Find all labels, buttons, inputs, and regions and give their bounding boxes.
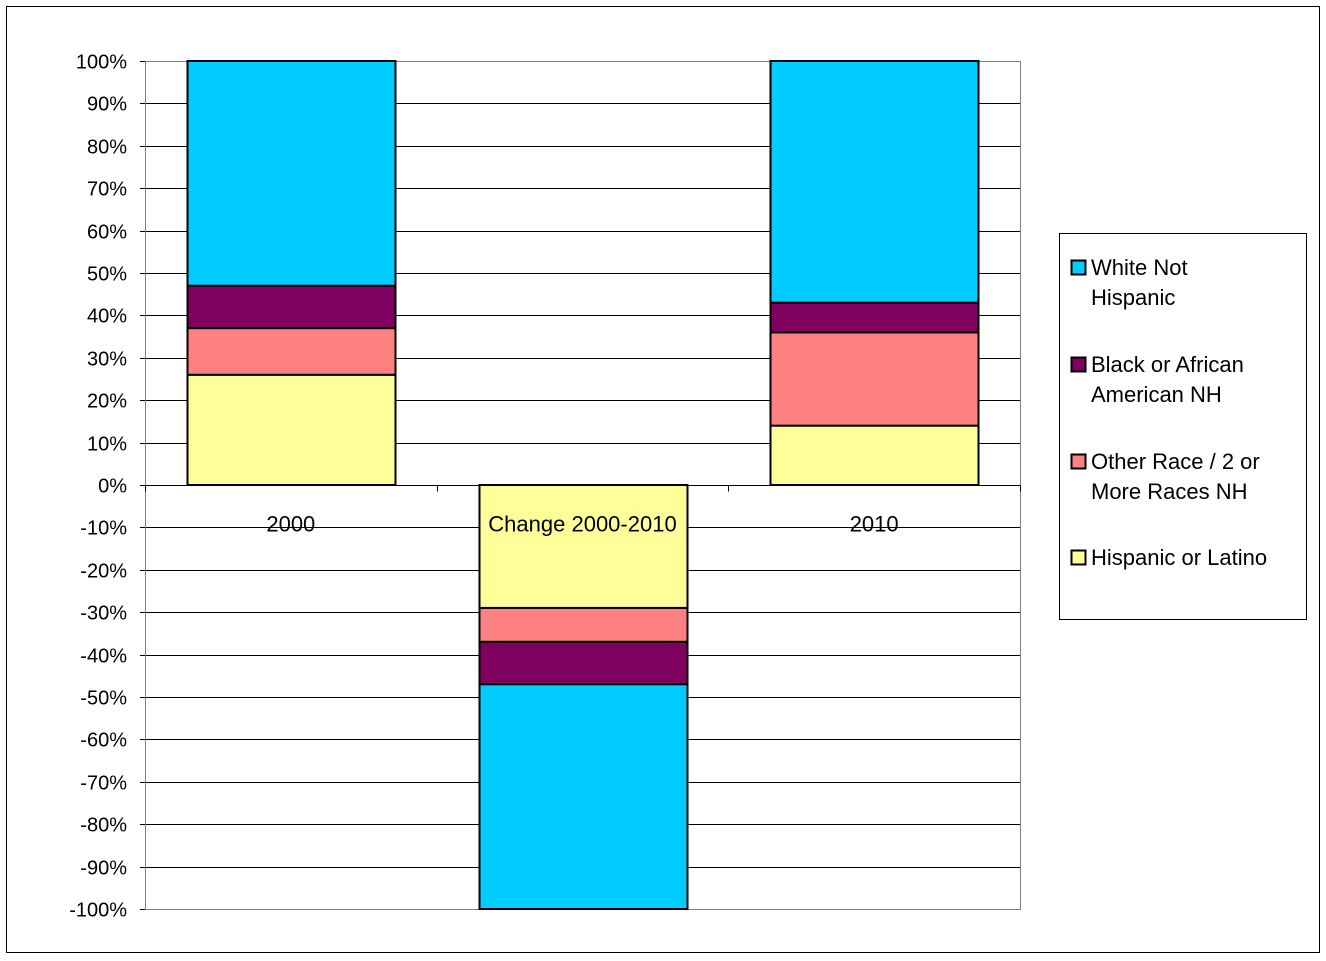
- y-tick-label: -30%: [80, 603, 127, 625]
- bar-segment: [186, 327, 397, 376]
- y-tick-label: 90%: [87, 94, 127, 116]
- bar-segment: [478, 640, 689, 686]
- bar-segment: [478, 606, 689, 643]
- y-tick-label: 20%: [87, 391, 127, 413]
- bar-segment: [769, 331, 980, 427]
- y-tick-label: -60%: [80, 730, 127, 752]
- legend-label: Hispanic or Latino: [1091, 545, 1267, 570]
- y-tick-label: 80%: [87, 137, 127, 159]
- bar-segment: [186, 60, 397, 287]
- y-tick-label: -80%: [80, 815, 127, 837]
- bar-segment: [769, 60, 980, 304]
- bar-segment: [478, 484, 689, 609]
- legend-label: White Not: [1091, 255, 1188, 280]
- y-tick-label: -90%: [80, 858, 127, 880]
- y-tick-label: 40%: [87, 306, 127, 328]
- y-tick-label: -40%: [80, 646, 127, 668]
- zero-axis: [145, 485, 1021, 492]
- legend-swatch: [1070, 356, 1087, 373]
- legend-box: [1059, 233, 1307, 620]
- bars: [186, 60, 980, 911]
- y-tick-label: 60%: [87, 222, 127, 244]
- legend-label: Hispanic: [1091, 285, 1175, 310]
- x-tick-label: 2000: [266, 512, 315, 537]
- y-tick-label: 50%: [87, 264, 127, 286]
- bar-segment: [478, 683, 689, 911]
- legend-label: More Races NH: [1091, 479, 1247, 504]
- y-tick-label: -100%: [69, 900, 127, 922]
- y-tick-label: -50%: [80, 688, 127, 710]
- legend-swatch: [1070, 549, 1087, 566]
- legend-label: Other Race / 2 or: [1091, 449, 1260, 474]
- y-axis-tick-labels: 100% 90% 80% 70% 60% 50% 40% 30% 20% 10% 0% -10% -20…: [69, 52, 127, 922]
- legend-swatch: [1070, 453, 1087, 470]
- bar-segment: [769, 424, 980, 487]
- y-tick-label: 100%: [76, 52, 127, 74]
- y-tick-label: 10%: [87, 434, 127, 456]
- legend-swatch: [1070, 259, 1087, 276]
- bar-segment: [186, 373, 397, 487]
- x-axis-tick-labels: 2000 Change 2000-2010 2010: [266, 512, 898, 537]
- legend-label: Black or African: [1091, 352, 1244, 377]
- y-tick-label: -10%: [80, 518, 127, 540]
- y-tick-label: 0%: [98, 476, 127, 498]
- bar-segment: [769, 301, 980, 334]
- bar-segment: [186, 284, 397, 330]
- legend-label: American NH: [1091, 382, 1222, 407]
- y-tick-label: -70%: [80, 773, 127, 795]
- x-tick-label: Change 2000-2010: [488, 512, 676, 537]
- x-tick-label: 2010: [850, 512, 899, 537]
- y-tick-label: 30%: [87, 349, 127, 371]
- legend: White Not Hispanic Black or African America…: [1059, 233, 1307, 620]
- y-tick-label: 70%: [87, 179, 127, 201]
- y-tick-label: -20%: [80, 561, 127, 583]
